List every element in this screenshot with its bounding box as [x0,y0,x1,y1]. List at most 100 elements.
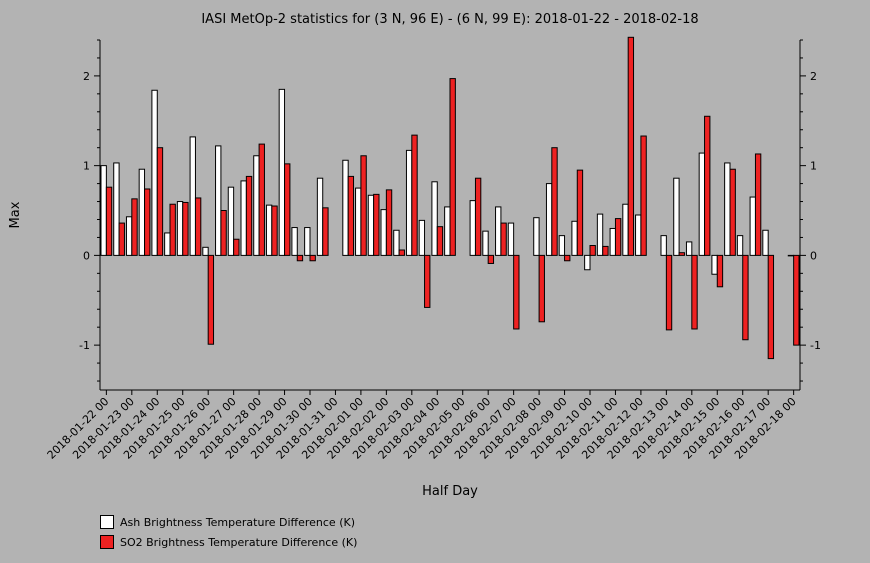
bars [100,36,800,360]
bar-ash [431,181,438,256]
bar-ash [596,213,604,256]
bar-ash [265,204,273,256]
bar-so2 [398,249,405,256]
bar-so2 [614,218,622,256]
bar-ash [507,222,515,256]
bar-so2 [169,203,176,256]
y-tick-label-right: -1 [810,339,821,352]
bar-so2 [640,135,647,256]
bar-so2 [322,207,329,256]
bar-so2 [424,254,431,308]
bar-ash [698,152,706,256]
bar-ash [215,145,222,256]
legend-swatch-ash [100,515,114,529]
bar-so2 [105,186,113,256]
bar-ash [291,227,298,256]
bar-ash [380,209,387,256]
bar-ash [278,88,286,256]
bar-so2 [767,254,775,360]
bar-so2 [729,168,736,256]
bar-ash [444,206,451,256]
bar-ash [164,232,171,256]
bar-so2 [551,147,558,256]
bar-so2 [754,153,762,256]
bar-ash [202,246,209,256]
bar-so2 [691,254,698,330]
bar-so2 [513,254,520,330]
bar-so2 [538,254,545,323]
bar-ash [571,220,578,256]
bar-ash [100,165,107,256]
bar-so2 [156,147,164,256]
bar-ash [113,162,120,256]
bar-ash [418,219,426,256]
bar-so2 [245,175,253,256]
bar-so2 [144,188,151,256]
y-tick-label-left: 0 [83,249,90,262]
legend-label-ash: Ash Brightness Temperature Difference (K… [120,515,355,529]
bar-ash [367,194,375,256]
bar-ash [125,216,133,256]
bar-ash [240,180,247,256]
bar-ash [711,254,718,275]
bar-ash [405,149,413,256]
bar-ash [685,241,693,256]
bar-ash [533,217,540,256]
bar-ash [673,177,680,256]
bar-so2 [118,222,125,256]
bar-ash [151,89,158,256]
legend-swatch-so2 [100,535,114,549]
y-tick-label-right: 0 [810,249,817,262]
y-tick-label-left: 1 [83,160,90,173]
bar-so2 [627,36,635,256]
bar-so2 [373,193,380,256]
bar-ash [316,177,324,256]
bar-so2 [385,189,393,256]
bar-so2 [271,205,278,256]
bar-so2 [500,222,507,256]
x-axis-label: Half Day [422,484,478,499]
bar-so2 [296,254,304,262]
bar-so2 [449,78,456,256]
bar-ash [355,187,362,256]
bar-ash [393,229,400,256]
bar-ash [660,235,667,256]
bar-so2 [220,210,227,256]
bar-ash [342,159,349,256]
bar-so2 [576,169,584,256]
bar-ash [622,203,629,256]
bar-so2 [793,254,800,346]
bar-ash [304,227,311,256]
bar-ash [253,155,260,256]
bar-so2 [602,245,609,256]
bar-so2 [233,238,240,256]
bar-ash [176,201,184,256]
bar-so2 [309,254,316,262]
legend-item-so2: SO2 Brightness Temperature Difference (K… [100,532,357,552]
bar-ash [482,230,489,256]
bar-ash [762,229,769,256]
bar-so2 [194,197,202,256]
bar-ash [749,196,756,256]
bar-ash [724,162,731,256]
bar-so2 [589,245,596,256]
bar-ash [736,235,744,256]
bar-so2 [436,226,444,256]
legend-label-so2: SO2 Brightness Temperature Difference (K… [120,535,358,549]
y-tick-label-left: 2 [83,70,90,83]
bar-ash [558,235,566,256]
bar-so2 [665,254,673,331]
y-axis-label: Max [8,201,23,228]
bar-so2 [182,201,189,256]
bar-so2 [360,155,367,256]
legend: Ash Brightness Temperature Difference (K… [100,512,357,552]
bar-ash [138,168,146,256]
bar-so2 [258,143,265,256]
bar-so2 [474,177,482,256]
bar-so2 [207,254,215,345]
bar-so2 [284,163,291,256]
bar-ash [227,186,235,256]
y-tick-label-right: 1 [810,160,817,173]
chart-title: IASI MetOp-2 statistics for (3 N, 96 E) … [201,12,698,27]
